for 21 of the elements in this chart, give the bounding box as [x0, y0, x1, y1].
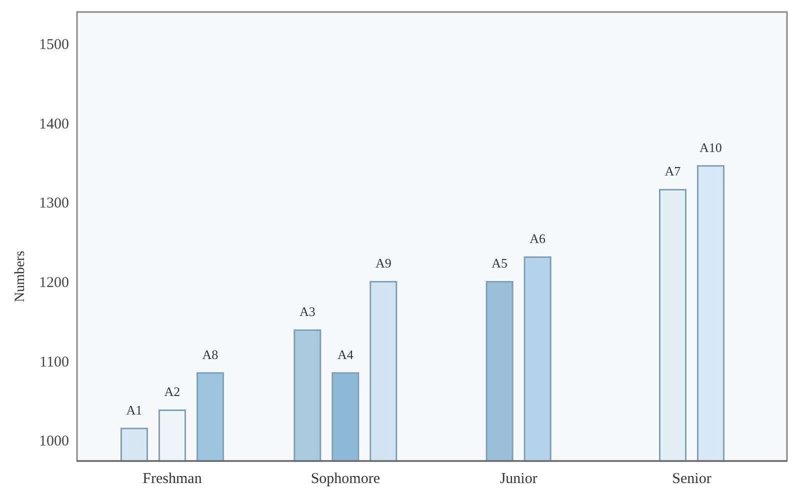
y-tick-label: 1500 — [39, 36, 69, 53]
y-tick-label: 1200 — [39, 274, 69, 291]
data-label: A1 — [126, 402, 142, 418]
data-label: A6 — [530, 231, 546, 246]
data-label: A3 — [299, 304, 316, 320]
y-tick-label: 1300 — [39, 196, 69, 212]
data-label: A5 — [492, 256, 508, 271]
data-label: A8 — [202, 346, 218, 362]
x-tick-label: Freshman — [142, 471, 202, 487]
y-tick-label: 1400 — [39, 116, 69, 132]
data-label: A10 — [700, 140, 722, 155]
data-label: A2 — [164, 384, 180, 400]
x-tick-label: Junior — [500, 471, 538, 487]
data-label: A9 — [375, 256, 392, 271]
y-tick-label: 1000 — [39, 434, 69, 450]
y-tick-label: 1100 — [40, 354, 69, 370]
x-tick-label: Senior — [672, 471, 712, 487]
x-tick-label: Sophomore — [310, 471, 380, 487]
y-axis-title: Numbers — [13, 250, 28, 302]
data-label: A4 — [337, 346, 354, 362]
data-label: A7 — [664, 164, 682, 179]
